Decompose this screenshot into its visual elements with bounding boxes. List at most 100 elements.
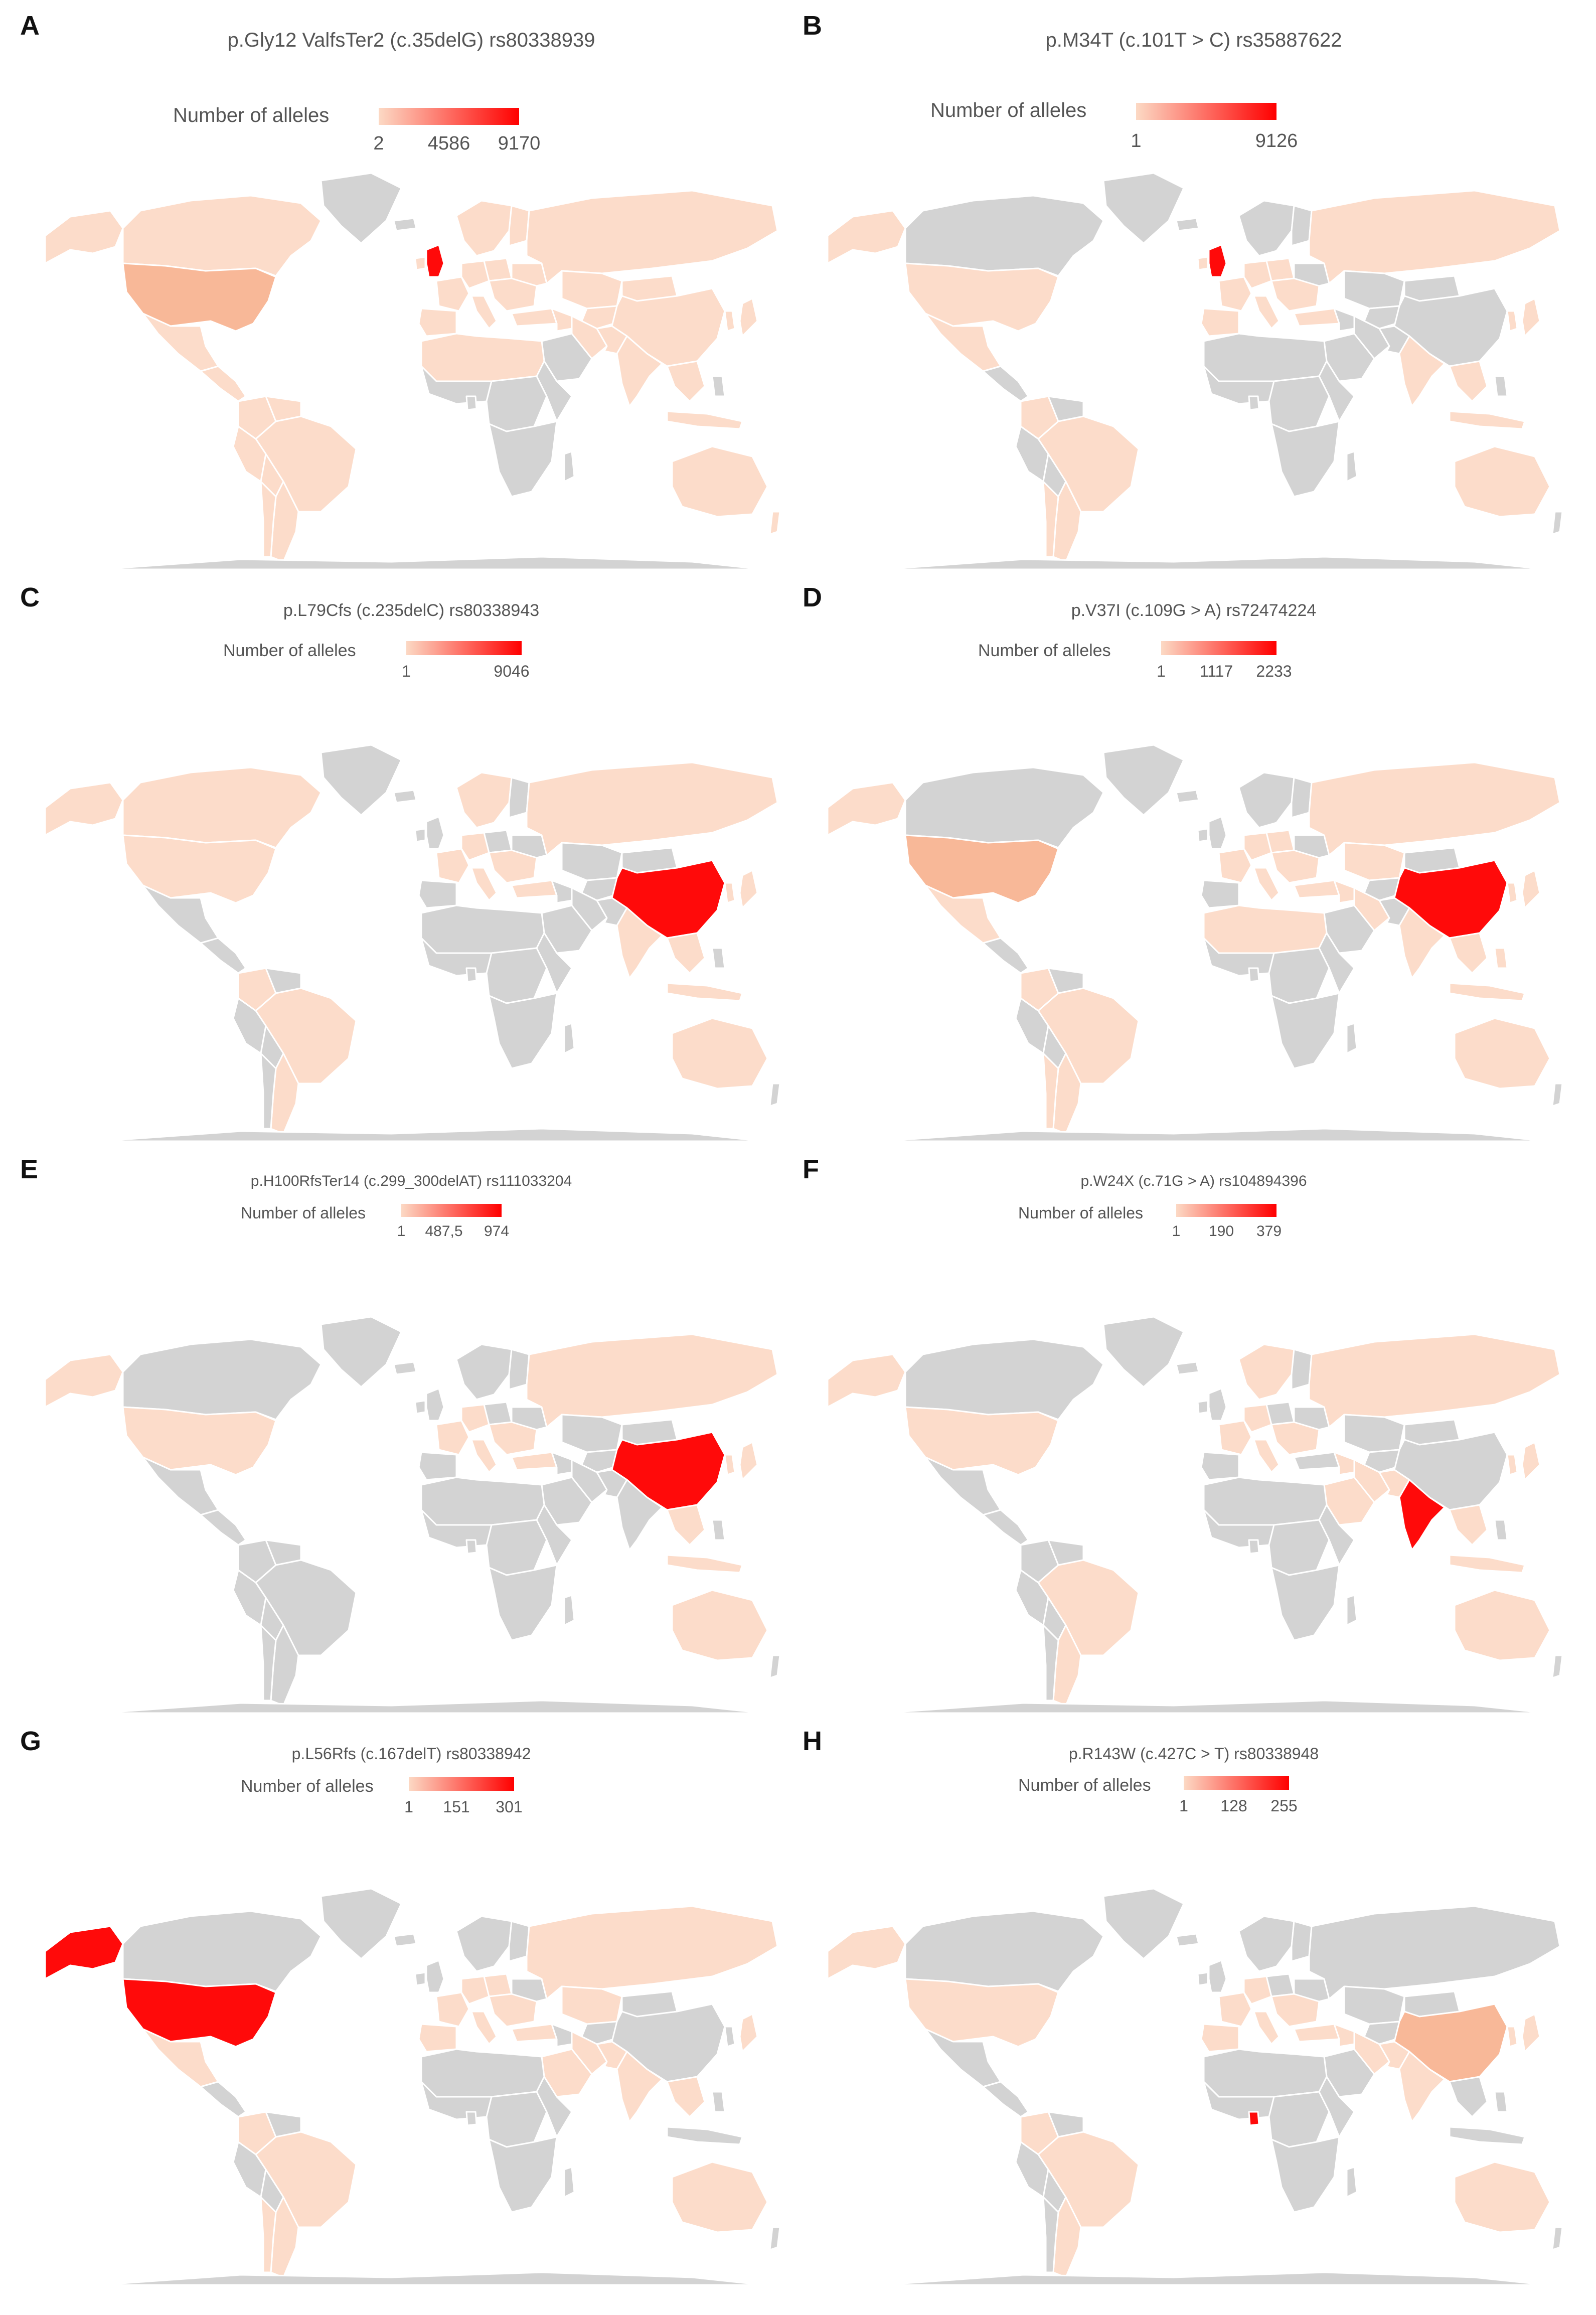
- country-indonesia: [1449, 410, 1526, 430]
- country-new-zealand: [1551, 2226, 1563, 2251]
- country-japan: [1521, 1441, 1541, 1481]
- country-scandinavia: [1238, 771, 1295, 829]
- country-italy: [470, 295, 498, 330]
- country-greenland: [1102, 172, 1185, 244]
- country-central-africa: [486, 2091, 548, 2148]
- country-alaska: [44, 1925, 124, 1980]
- world-map: [827, 172, 1563, 570]
- country-kazakhstan: [561, 1985, 623, 2025]
- country-antarctica: [99, 2271, 763, 2286]
- country-japan: [739, 2013, 758, 2053]
- map-panel-e: E p.H100RfsTer14 (c.299_300delAT) rs1110…: [20, 1154, 803, 1721]
- country-united-states: [904, 1978, 1059, 2048]
- country-southeast-asia: [1449, 360, 1488, 402]
- panel-title: p.W24X (c.71G > A) rs104894396: [1080, 1173, 1307, 1189]
- country-germany: [460, 832, 490, 861]
- country-ghana: [465, 967, 477, 983]
- country-australia: [671, 1017, 768, 1090]
- country-korea: [1506, 2026, 1518, 2048]
- country-east-africa: [1318, 360, 1355, 422]
- panel-letter: E: [20, 1154, 39, 1184]
- country-kazakhstan: [561, 270, 623, 310]
- country-united-kingdom: [425, 1387, 445, 1422]
- legend-tick-mid: 1117: [1199, 662, 1233, 680]
- country-ukraine: [1293, 1406, 1330, 1431]
- country-france: [1218, 1420, 1252, 1456]
- panel-letter: D: [803, 582, 822, 612]
- country-turkey: [511, 307, 558, 327]
- legend-tick-mid: 151: [443, 1798, 470, 1816]
- world-map: [827, 1888, 1563, 2286]
- legend-color-bar: [1136, 103, 1276, 120]
- country-united-states: [122, 262, 277, 332]
- country-southern-africa: [488, 992, 558, 1069]
- country-philippines: [1494, 1519, 1508, 1541]
- country-ghana: [465, 2111, 477, 2126]
- country-alaska: [44, 782, 124, 836]
- country-middle-east: [1333, 1451, 1355, 1476]
- country-indonesia: [1449, 1554, 1526, 1574]
- country-russia: [1308, 190, 1561, 284]
- legend-tick-min: 1: [1179, 1797, 1188, 1815]
- country-iran: [1353, 315, 1390, 360]
- country-new-zealand: [1551, 511, 1563, 535]
- country-germany: [1243, 1404, 1272, 1433]
- country-southeast-asia: [666, 2076, 706, 2118]
- map-panel-f: F p.W24X (c.71G > A) rs104894396 Number …: [803, 1154, 1585, 1721]
- legend-tick-min: 1: [397, 1223, 406, 1240]
- country-iberia: [1200, 1451, 1240, 1481]
- country-central-africa: [1268, 947, 1330, 1004]
- country-iran: [571, 1459, 608, 1503]
- country-scandinavia: [455, 1343, 513, 1401]
- country-iceland: [393, 217, 417, 232]
- country-kazakhstan: [1343, 1414, 1405, 1453]
- country-united-kingdom: [425, 244, 445, 278]
- country-turkey: [511, 879, 558, 899]
- country-chile: [1042, 2196, 1059, 2273]
- country-philippines: [1494, 947, 1508, 969]
- country-new-zealand: [1551, 1654, 1563, 1679]
- country-north-africa: [1203, 333, 1328, 382]
- country-philippines: [711, 2091, 726, 2113]
- country-new-zealand: [769, 1083, 781, 1107]
- country-united-kingdom: [1208, 1387, 1227, 1422]
- country-italy: [470, 2011, 498, 2045]
- country-greenland: [1102, 1316, 1185, 1388]
- country-iceland: [393, 1933, 417, 1947]
- legend-label: Number of alleles: [1018, 1776, 1151, 1795]
- map-panel-b: B p.M34T (c.101T > C) rs35887622 Number …: [803, 10, 1585, 577]
- legend-color-bar: [379, 108, 519, 125]
- country-finland: [508, 1920, 530, 1962]
- country-poland: [1265, 257, 1295, 282]
- country-ukraine: [1293, 1978, 1330, 2002]
- country-united-kingdom: [1208, 816, 1227, 850]
- country-united-states: [122, 1406, 277, 1476]
- country-middle-east: [1333, 307, 1355, 332]
- world-map: [827, 1316, 1563, 1714]
- country-france: [435, 1991, 470, 2028]
- country-iceland: [1175, 217, 1200, 232]
- country-antarctica: [882, 556, 1546, 570]
- panel-title: p.V37I (c.109G > A) rs72474224: [1071, 601, 1317, 620]
- country-germany: [460, 260, 490, 289]
- country-iceland: [1175, 1361, 1200, 1375]
- country-india: [1398, 907, 1446, 979]
- legend-color-bar: [406, 641, 522, 655]
- legend-tick-min: 2: [373, 133, 384, 154]
- country-united-states: [122, 834, 277, 904]
- country-scandinavia: [455, 771, 513, 829]
- country-united-kingdom: [1208, 1959, 1227, 1993]
- country-germany: [460, 1404, 490, 1433]
- country-italy: [1253, 2011, 1280, 2045]
- country-united-kingdom: [425, 1959, 445, 1993]
- country-new-zealand: [769, 2226, 781, 2251]
- country-scandinavia: [1238, 1915, 1295, 1972]
- country-indonesia: [666, 982, 743, 1002]
- country-central-asia: [1363, 305, 1405, 330]
- country-greenland: [1102, 744, 1185, 816]
- country-korea: [1506, 310, 1518, 332]
- country-alaska: [827, 1925, 906, 1980]
- country-southern-africa: [488, 420, 558, 498]
- country-philippines: [711, 1519, 726, 1541]
- country-ukraine: [1293, 262, 1330, 287]
